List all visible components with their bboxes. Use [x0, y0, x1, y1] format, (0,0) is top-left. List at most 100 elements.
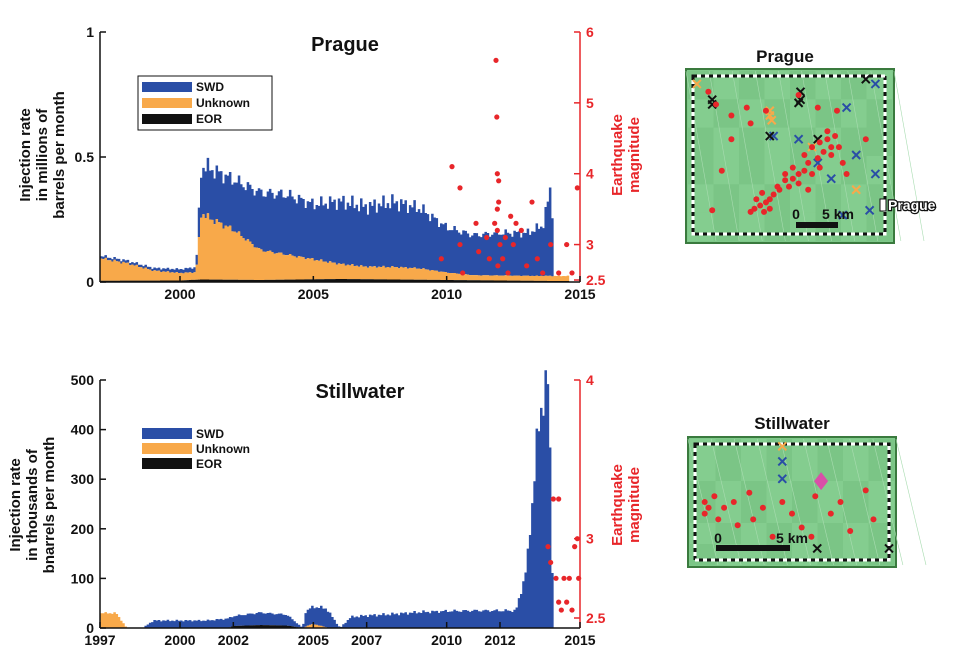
stillwater-map-tile	[741, 439, 767, 460]
prague-map-tile	[866, 212, 892, 241]
prague-earthquake-point	[534, 256, 540, 262]
prague-map-earthquake	[753, 196, 760, 203]
stillwater-earthquake-point	[558, 607, 564, 613]
prague-map-earthquake	[824, 128, 831, 135]
stillwater-map-tile	[766, 502, 792, 523]
prague-map-earthquake	[766, 205, 773, 212]
prague-map-earthquake	[789, 164, 796, 171]
stillwater-y2-tick-label: 4	[586, 372, 594, 388]
stillwater-map-tile	[792, 502, 818, 523]
stillwater-ylabel-line3: bnarrels per month	[41, 437, 58, 574]
prague-map-earthquake	[824, 136, 831, 143]
stillwater-y-tick-label: 200	[71, 521, 95, 537]
stillwater-map-earthquake	[750, 516, 757, 523]
stillwater-map-earthquake	[746, 489, 753, 496]
stillwater-map-earthquake	[808, 533, 815, 540]
stillwater-y-tick-label: 300	[71, 471, 95, 487]
stillwater-map-gridline	[757, 438, 788, 566]
prague-earthquake-point	[473, 220, 479, 226]
prague-earthquake-point	[494, 227, 500, 233]
prague-map-earthquake	[759, 189, 766, 196]
prague-map-earthquake	[789, 175, 796, 182]
stillwater-axes: 0 100 200 300 400 500 2.5 3 4 1997 2000 2002 2005 200…	[71, 372, 606, 648]
prague-y2-tick-label: 2.5	[586, 272, 606, 288]
prague-legend: SWD Unknown EOR	[137, 75, 273, 131]
prague-map-earthquake	[757, 202, 764, 209]
stillwater-y-tick-label: 400	[71, 422, 95, 438]
prague-x-tick-label: 2015	[564, 286, 595, 302]
stillwater-earthquake-point	[556, 496, 562, 502]
stillwater-map-earthquake	[721, 504, 728, 511]
stillwater-y-tick-label: 500	[71, 372, 95, 388]
prague-map-earthquake	[809, 144, 816, 151]
stillwater-map-tile	[817, 544, 843, 565]
prague-legend-label-swd: SWD	[196, 80, 224, 94]
prague-earthquake-point	[529, 199, 535, 205]
stillwater-legend-label-swd: SWD	[196, 427, 224, 441]
prague-map-earthquake	[795, 91, 802, 98]
prague-legend-label-unknown: Unknown	[196, 96, 250, 110]
stillwater-map-tile	[817, 439, 843, 460]
prague-swd-well-icon	[838, 210, 848, 220]
prague-earthquake-point	[497, 241, 503, 248]
stillwater-map: Stillwater 0 5 km	[687, 414, 927, 568]
stillwater-earthquake-point	[553, 575, 559, 581]
prague-unknown-well-icon	[767, 115, 777, 125]
prague-earthquake-point	[438, 256, 444, 262]
prague-map-tile	[713, 212, 739, 241]
stillwater-x-tick-label: 1997	[84, 632, 115, 648]
prague-earthquake-point	[457, 185, 463, 191]
prague-map-gridline	[731, 70, 763, 242]
stillwater-earthquake-point	[548, 559, 554, 566]
stillwater-legend-swatch-eor	[142, 458, 192, 469]
prague-map-earthquake	[801, 167, 808, 174]
prague-x-tick-label: 2005	[298, 286, 329, 302]
prague-earthquake-point	[548, 241, 554, 248]
prague-earthquake-point	[574, 185, 580, 191]
prague-eor-well-icon	[765, 131, 775, 141]
stillwater-map-boundary-alt	[693, 442, 891, 562]
stillwater-map-tile	[843, 481, 869, 502]
prague-earthquake-point	[460, 270, 466, 276]
stillwater-ylabel-line1: Injection rate	[7, 458, 24, 551]
stillwater-legend-label-unknown: Unknown	[196, 442, 250, 456]
stillwater-map-gridline	[803, 438, 834, 566]
prague-legend-swatch-unknown	[142, 98, 192, 108]
prague-eor-well-icon	[861, 74, 871, 84]
prague-y2label-line2: magnitude	[626, 117, 643, 193]
prague-earthquake-point	[524, 263, 530, 269]
stillwater-map-earthquake	[711, 493, 718, 500]
prague-map-earthquake	[820, 148, 827, 155]
stillwater-map-gridline	[849, 438, 881, 566]
prague-swd-well-icon	[768, 131, 779, 141]
prague-map-earthquake	[761, 208, 768, 215]
stillwater-y-tick-label: 0	[86, 620, 94, 636]
stillwater-legend: SWD Unknown EOR	[138, 424, 272, 474]
stillwater-legend-label-eor: EOR	[196, 457, 222, 471]
prague-map-earthquake	[795, 170, 802, 177]
prague-swd-well-icon	[864, 205, 875, 216]
prague-map-tile	[866, 127, 892, 156]
stillwater-legend-swatch-unknown	[142, 443, 192, 454]
stillwater-y2-tick-label: 2.5	[586, 610, 606, 626]
stillwater-map-earthquake	[862, 487, 869, 494]
stillwater-map-title: Stillwater	[754, 414, 830, 433]
prague-map-earthquake	[747, 120, 754, 127]
prague-map-tile	[739, 212, 765, 241]
prague-place-label: Prague	[888, 197, 936, 213]
stillwater-map-tile	[741, 523, 767, 544]
prague-map-earthquake	[828, 144, 835, 151]
stillwater-series-swd	[142, 370, 554, 628]
prague-x-tick-label: 2000	[164, 286, 195, 302]
stillwater-map-gridline	[780, 438, 811, 566]
prague-earthquake-point	[513, 220, 519, 226]
prague-map-earthquake	[709, 207, 716, 214]
prague-legend-swatch-eor	[142, 114, 192, 124]
prague-map-title: Prague	[756, 47, 814, 66]
prague-earthquake-point	[494, 114, 500, 120]
stillwater-x-tick-label: 2005	[298, 632, 329, 648]
stillwater-map-earthquake	[769, 533, 776, 540]
stillwater-series-unknown	[100, 612, 330, 628]
prague-map-earthquake	[795, 180, 802, 187]
